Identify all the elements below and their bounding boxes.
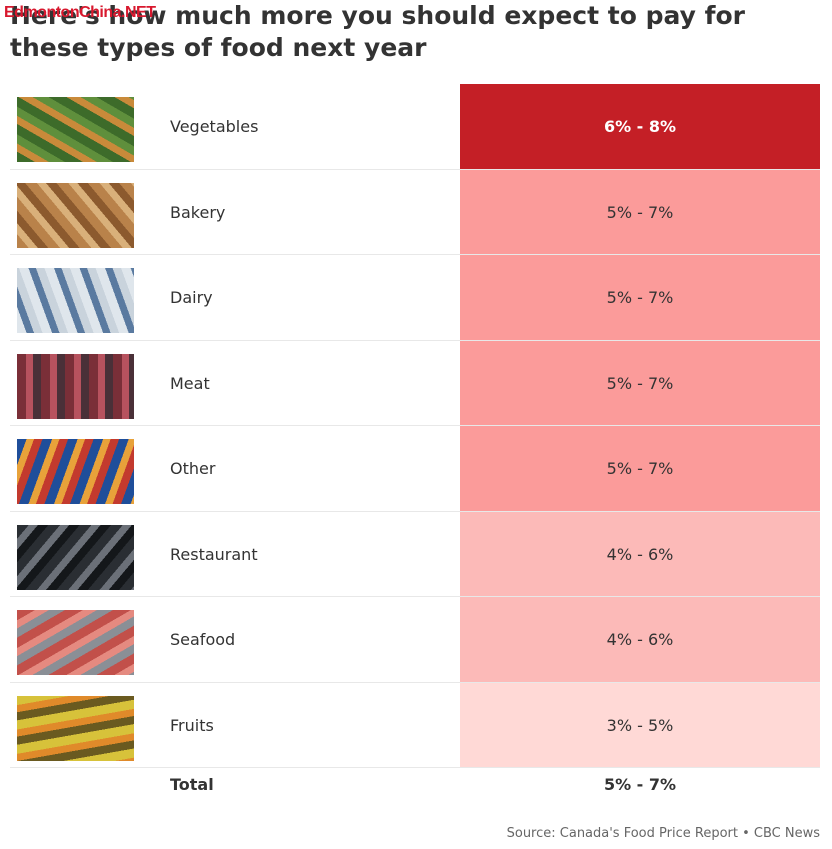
range-cell: 3% - 5% bbox=[460, 682, 820, 767]
food-photo bbox=[17, 695, 134, 761]
table-row: Fruits 3% - 5% bbox=[10, 682, 820, 768]
category-label: Other bbox=[170, 459, 216, 478]
category-label: Fruits bbox=[170, 715, 214, 735]
range-cell: 4% - 6% bbox=[460, 597, 820, 682]
table-row: Restaurant 4% - 6% bbox=[10, 511, 820, 597]
category-label: Restaurant bbox=[170, 544, 258, 564]
table-row: Meat 5% - 7% bbox=[10, 340, 820, 426]
total-row: Total 5% - 7% bbox=[10, 768, 820, 802]
category-label: Seafood bbox=[170, 630, 236, 649]
range-cell: 4% - 6% bbox=[460, 511, 820, 596]
watermark: EdmontonChina.NET bbox=[4, 4, 156, 21]
food-photo bbox=[17, 439, 134, 504]
table-row: Seafood 4% - 6% bbox=[10, 597, 820, 683]
range-cell: 6% - 8% bbox=[460, 84, 820, 169]
range-cell: 5% - 7% bbox=[460, 169, 820, 254]
food-photo bbox=[17, 353, 134, 419]
range-cell: 5% - 7% bbox=[460, 426, 820, 511]
title: Here's how much more you should expect t… bbox=[10, 1, 745, 62]
food-photo bbox=[17, 610, 134, 675]
food-photo bbox=[17, 524, 134, 590]
range-cell: 5% - 7% bbox=[460, 255, 820, 340]
food-photo bbox=[17, 182, 134, 248]
range-cell: 5% - 7% bbox=[460, 340, 820, 425]
table-row: Dairy 5% - 7% bbox=[10, 255, 820, 341]
category-label: Bakery bbox=[170, 202, 226, 222]
source: Source: Canada's Food Price Report • CBC… bbox=[506, 826, 820, 841]
table: Vegetables 6% - 8% Bakery 5% - 7% Dairy 5% - … bbox=[10, 84, 820, 768]
table-row: Bakery 5% - 7% bbox=[10, 169, 820, 255]
total-label: Total bbox=[170, 775, 214, 794]
table-row: Vegetables 6% - 8% bbox=[10, 84, 820, 170]
category-label: Vegetables bbox=[170, 117, 259, 136]
table-row: Other 5% - 7% bbox=[10, 426, 820, 512]
category-label: Dairy bbox=[170, 288, 213, 307]
total-range: 5% - 7% bbox=[603, 775, 677, 794]
category-label: Meat bbox=[170, 373, 210, 393]
food-photo bbox=[17, 268, 134, 333]
food-photo bbox=[17, 97, 134, 162]
